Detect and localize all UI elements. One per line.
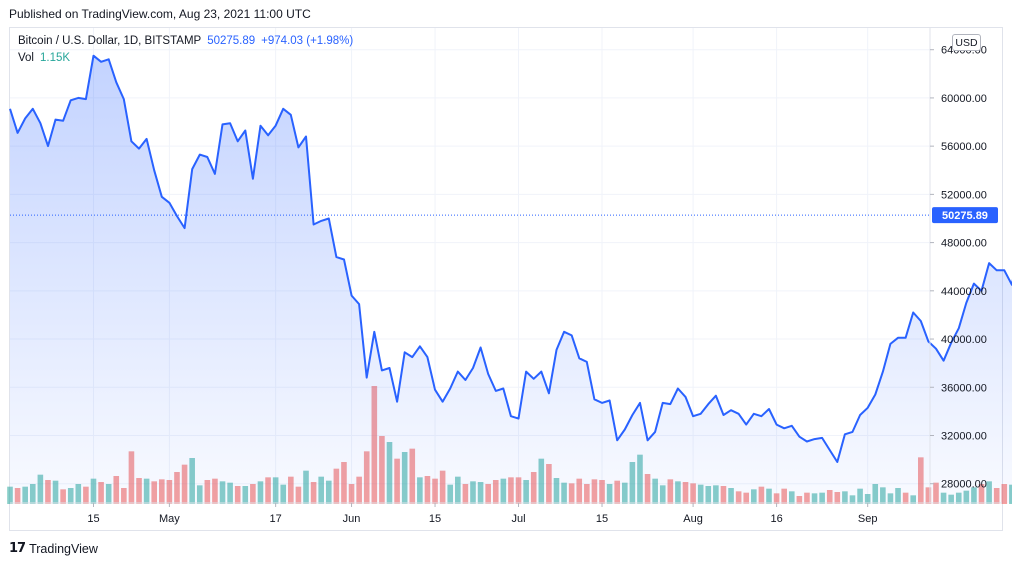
y-tick-label: 56000.00 (941, 141, 987, 153)
x-tick-label: 15 (429, 513, 441, 525)
x-tick-label: Jun (343, 513, 361, 525)
x-tick-label: 15 (596, 513, 608, 525)
symbol-title: Bitcoin / U.S. Dollar, 1D, BITSTAMP (18, 35, 202, 47)
volume-label: Vol (18, 52, 34, 64)
y-tick-label: 28000.00 (941, 479, 987, 491)
x-tick-label: 16 (770, 513, 782, 525)
y-tick-label: 44000.00 (941, 286, 987, 298)
published-caption: Published on TradingView.com, Aug 23, 20… (9, 7, 311, 21)
last-price-tag-label: 50275.89 (942, 210, 988, 222)
y-tick-label: 36000.00 (941, 382, 987, 394)
price-area (10, 55, 1012, 503)
last-price-tag (932, 207, 998, 224)
y-tick-label: 60000.00 (941, 93, 987, 105)
x-tick-label: Sep (858, 513, 878, 525)
y-tick-label: 40000.00 (941, 334, 987, 346)
legend-change: +974.03 (+1.98%) (261, 35, 354, 47)
currency-button[interactable]: USD (952, 34, 981, 51)
legend-price: 50275.89 (207, 35, 256, 47)
tradingview-logo-icon: 17 (9, 541, 26, 556)
volume-value: 1.15K (40, 52, 71, 64)
x-tick-label: 17 (270, 513, 282, 525)
y-tick-label: 32000.00 (941, 430, 987, 442)
chart-legend: Bitcoin / U.S. Dollar, 1D, BITSTAMP 50275… (18, 35, 353, 47)
x-tick-label: Jul (511, 513, 525, 525)
price-line (9, 54, 1012, 463)
x-tick-label: May (159, 513, 180, 525)
volume-legend: Vol 1.15K (18, 52, 70, 64)
x-tick-label: 15 (87, 513, 99, 525)
tradingview-logo-text: TradingView (29, 541, 98, 556)
x-tick-label: Aug (683, 513, 703, 525)
y-tick-label: 52000.00 (941, 189, 987, 201)
tradingview-logo[interactable]: 17 TradingView (9, 541, 98, 556)
y-tick-label: 48000.00 (941, 238, 987, 250)
